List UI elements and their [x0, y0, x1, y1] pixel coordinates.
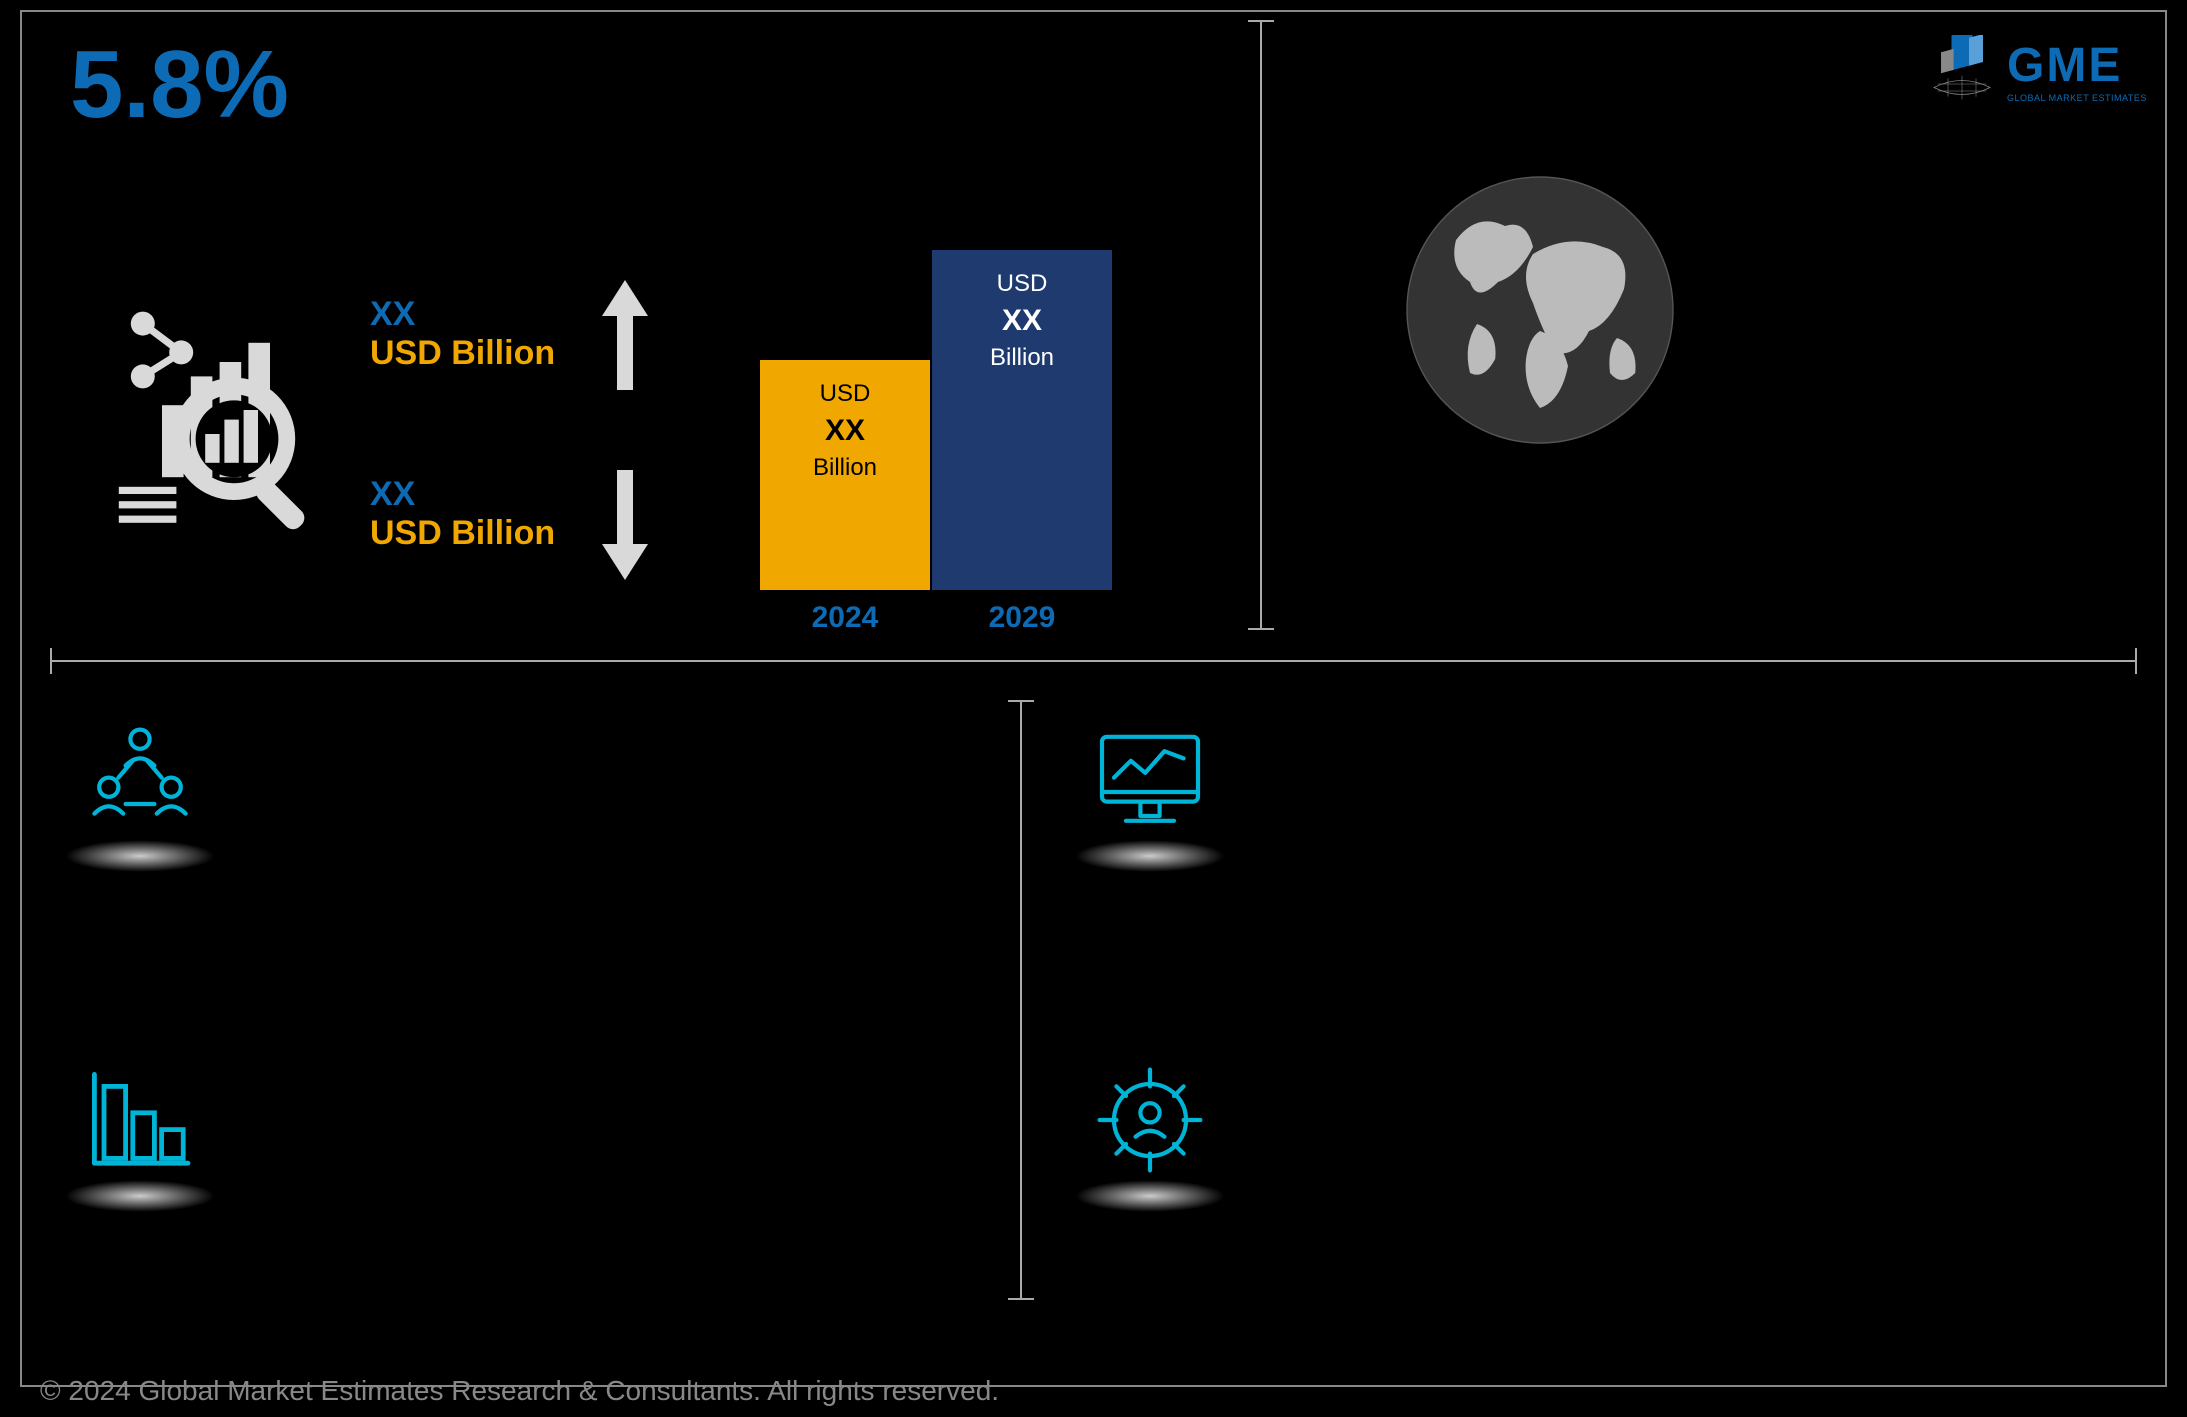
logo-sub-text: GLOBAL MARKET ESTIMATES [2007, 93, 2147, 103]
horizontal-divider [50, 660, 2137, 662]
brand-logo: GME GLOBAL MARKET ESTIMATES [1927, 25, 2147, 115]
bar-2024-unit: Billion [813, 454, 877, 482]
bar-2024-value: XX [825, 414, 865, 448]
bar-2029-unit: Billion [990, 344, 1054, 372]
metric-bottom: XX USD Billion [370, 475, 555, 553]
bar-label-2024: 2024 [760, 601, 930, 635]
analytics-icon [90, 290, 330, 530]
logo-icon [1927, 35, 1997, 105]
bar-2024-usd: USD [820, 380, 871, 408]
metric-top-value: XX [370, 295, 555, 334]
metric-top: XX USD Billion [370, 295, 555, 373]
q2-shadow [1075, 840, 1225, 872]
metric-bottom-unit: USD Billion [370, 514, 555, 553]
q1-shadow [65, 840, 215, 872]
q3-shadow [65, 1180, 215, 1212]
logo-main-text: GME [2007, 38, 2147, 93]
q4-shadow [1075, 1180, 1225, 1212]
people-network-icon [80, 720, 200, 840]
metric-top-unit: USD Billion [370, 334, 555, 373]
bar-2029: USD XX Billion [932, 250, 1112, 590]
arrow-up-icon [600, 280, 650, 390]
copyright-footer: © 2024 Global Market Estimates Research … [40, 1375, 999, 1407]
target-user-icon [1090, 1060, 1210, 1180]
bottom-vertical-divider [1020, 700, 1022, 1300]
bar-2029-usd: USD [997, 270, 1048, 298]
bar-decline-icon [80, 1060, 200, 1180]
bar-2024: USD XX Billion [760, 360, 930, 590]
arrow-down-icon [600, 470, 650, 580]
bar-label-2029: 2029 [932, 601, 1112, 635]
bar-2029-value: XX [1002, 304, 1042, 338]
top-vertical-divider [1260, 20, 1262, 630]
bar-chart: USD XX Billion USD XX Billion 2024 2029 [760, 250, 1120, 640]
monitor-trend-icon [1090, 720, 1210, 840]
cagr-value: 5.8% [70, 30, 289, 140]
globe-icon [1400, 170, 1680, 450]
metric-bottom-value: XX [370, 475, 555, 514]
outer-frame [20, 10, 2167, 1387]
